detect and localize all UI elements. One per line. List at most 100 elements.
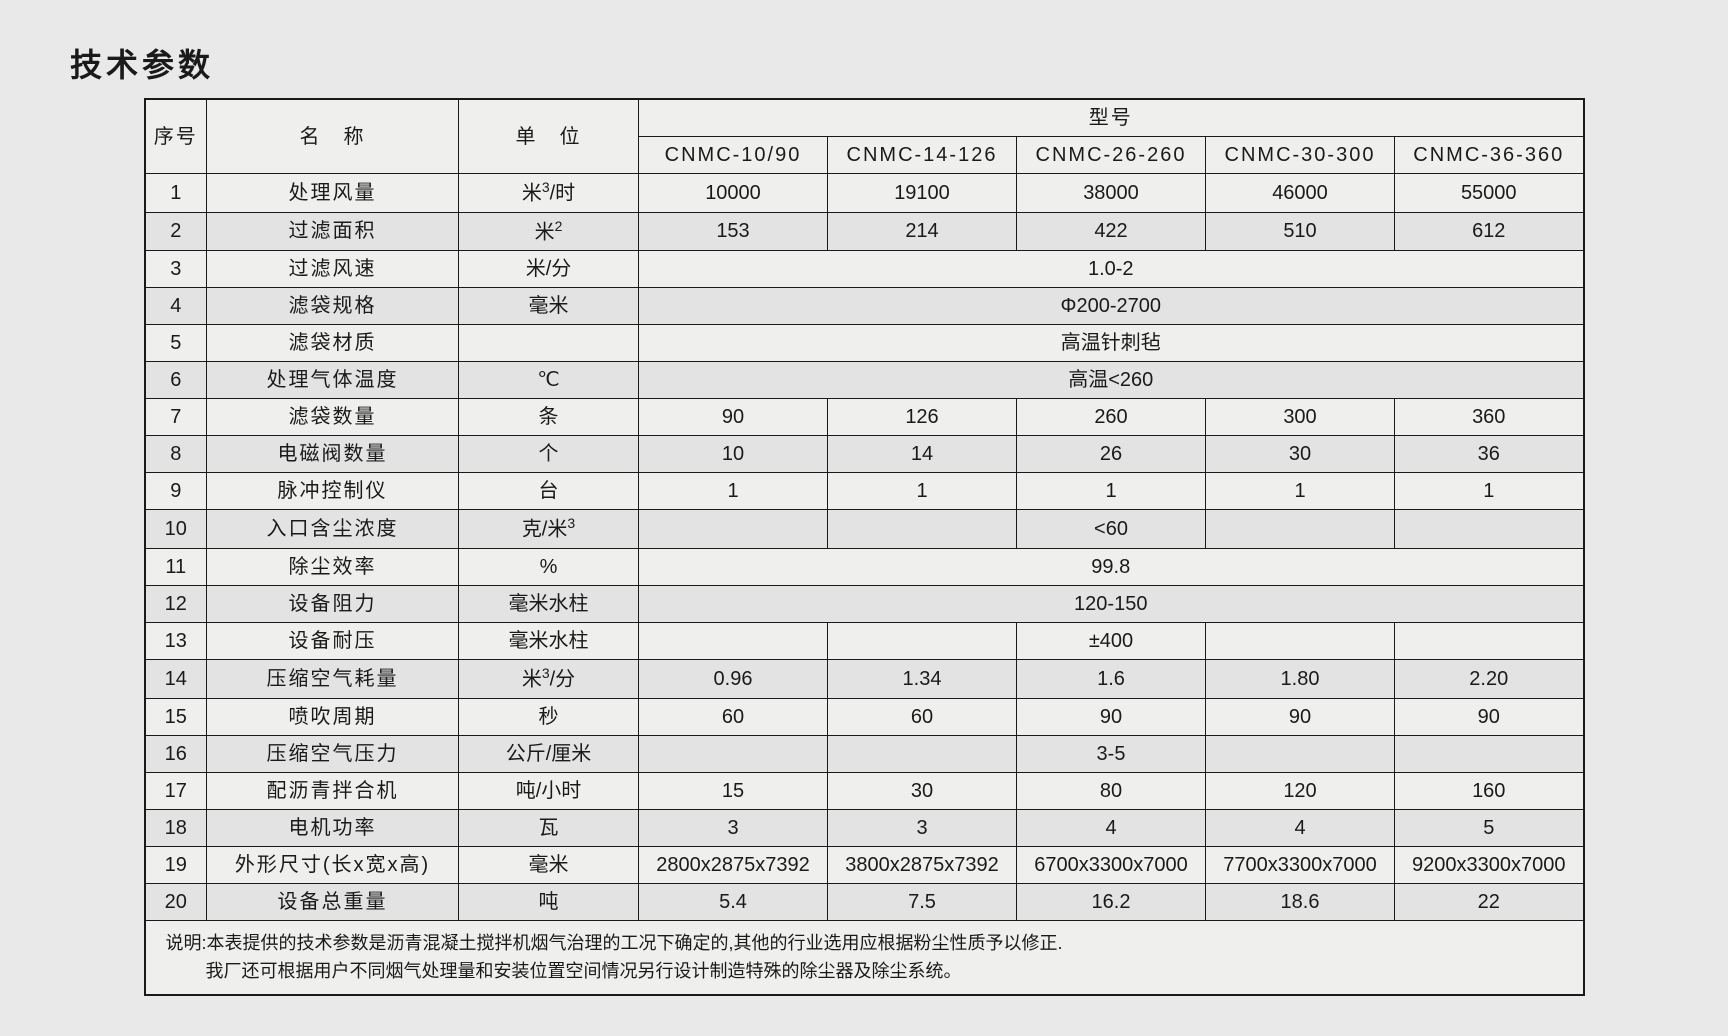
- cell-unit: ℃: [459, 362, 639, 399]
- cell-name: 滤袋规格: [207, 288, 459, 325]
- cell-name: 处理风量: [207, 174, 459, 213]
- cell-sn: 4: [145, 288, 207, 325]
- cell-value: 1.80: [1206, 659, 1395, 698]
- cell-value: 15: [639, 772, 828, 809]
- table-row: 20设备总重量吨5.47.516.218.622: [145, 883, 1584, 920]
- cell-value: 26: [1017, 436, 1206, 473]
- cell-value: 7.5: [828, 883, 1017, 920]
- cell-name: 电机功率: [207, 809, 459, 846]
- cell-sn: 14: [145, 659, 207, 698]
- table-row: 1处理风量米3/时1000019100380004600055000: [145, 174, 1584, 213]
- cell-value: 1: [639, 473, 828, 510]
- cell-name: 外形尺寸(长x宽x高): [207, 846, 459, 883]
- table-row: 14压缩空气耗量米3/分0.961.341.61.802.20: [145, 659, 1584, 698]
- cell-value: 160: [1395, 772, 1584, 809]
- cell-sn: 13: [145, 622, 207, 659]
- cell-unit: 吨: [459, 883, 639, 920]
- cell-value: 55000: [1395, 174, 1584, 213]
- table-row: 6处理气体温度℃高温<260: [145, 362, 1584, 399]
- cell-value: [828, 510, 1017, 549]
- cell-value: 5.4: [639, 883, 828, 920]
- cell-value: 300: [1206, 399, 1395, 436]
- cell-value: [1395, 735, 1584, 772]
- cell-value: [639, 510, 828, 549]
- cell-value: 4: [1206, 809, 1395, 846]
- cell-value: 10000: [639, 174, 828, 213]
- cell-unit: 毫米: [459, 846, 639, 883]
- cell-value: [1206, 510, 1395, 549]
- cell-sn: 8: [145, 436, 207, 473]
- cell-value: [828, 622, 1017, 659]
- cell-value: 38000: [1017, 174, 1206, 213]
- table-row: 16压缩空气压力公斤/厘米3-5: [145, 735, 1584, 772]
- cell-value: 90: [1017, 698, 1206, 735]
- cell-value: [1395, 622, 1584, 659]
- cell-name: 处理气体温度: [207, 362, 459, 399]
- cell-name: 滤袋数量: [207, 399, 459, 436]
- cell-value: 10: [639, 436, 828, 473]
- cell-sn: 19: [145, 846, 207, 883]
- cell-name: 压缩空气压力: [207, 735, 459, 772]
- cell-value: 1: [828, 473, 1017, 510]
- table-row: 9脉冲控制仪台11111: [145, 473, 1584, 510]
- cell-value: [1206, 622, 1395, 659]
- cell-unit: 毫米水柱: [459, 585, 639, 622]
- cell-value: 1: [1395, 473, 1584, 510]
- cell-unit: 米/分: [459, 251, 639, 288]
- table-body: 1处理风量米3/时10000191003800046000550002过滤面积米…: [145, 174, 1584, 921]
- cell-unit: 个: [459, 436, 639, 473]
- cell-name: 设备总重量: [207, 883, 459, 920]
- cell-name: 设备耐压: [207, 622, 459, 659]
- cell-sn: 12: [145, 585, 207, 622]
- table-row: 10入口含尘浓度克/米3<60: [145, 510, 1584, 549]
- cell-unit: 台: [459, 473, 639, 510]
- header-model: CNMC-30-300: [1206, 137, 1395, 174]
- cell-value: [639, 622, 828, 659]
- cell-sn: 1: [145, 174, 207, 213]
- cell-value: 19100: [828, 174, 1017, 213]
- cell-unit: 瓦: [459, 809, 639, 846]
- cell-name: 入口含尘浓度: [207, 510, 459, 549]
- table-row: 3过滤风速米/分1.0-2: [145, 251, 1584, 288]
- cell-unit: [459, 325, 639, 362]
- table-row: 12设备阻力毫米水柱120-150: [145, 585, 1584, 622]
- note-line: 说明:本表提供的技术参数是沥青混凝土搅拌机烟气治理的工况下确定的,其他的行业选用…: [166, 933, 1063, 953]
- spec-table: 序号 名 称 单 位 型号 CNMC-10/90 CNMC-14-126 CNM…: [144, 98, 1585, 996]
- cell-sn: 6: [145, 362, 207, 399]
- cell-value-merged: 高温<260: [639, 362, 1584, 399]
- cell-value: 16.2: [1017, 883, 1206, 920]
- cell-value: 2.20: [1395, 659, 1584, 698]
- table-row: 15喷吹周期秒6060909090: [145, 698, 1584, 735]
- cell-name: 设备阻力: [207, 585, 459, 622]
- cell-value: 120: [1206, 772, 1395, 809]
- cell-value: 30: [828, 772, 1017, 809]
- cell-value: 60: [639, 698, 828, 735]
- header-model: CNMC-14-126: [828, 137, 1017, 174]
- cell-name: 配沥青拌合机: [207, 772, 459, 809]
- header-model-group: 型号: [639, 99, 1584, 137]
- header-unit: 单 位: [459, 99, 639, 174]
- cell-value: 3800x2875x7392: [828, 846, 1017, 883]
- cell-unit: 公斤/厘米: [459, 735, 639, 772]
- table-row: 7滤袋数量条90126260300360: [145, 399, 1584, 436]
- table-row: 13设备耐压毫米水柱±400: [145, 622, 1584, 659]
- cell-unit: 米3/时: [459, 174, 639, 213]
- cell-value: 422: [1017, 212, 1206, 251]
- cell-value: 60: [828, 698, 1017, 735]
- cell-unit: 秒: [459, 698, 639, 735]
- page-title: 技术参数: [70, 40, 1688, 86]
- table-row: 19外形尺寸(长x宽x高)毫米2800x2875x73923800x2875x7…: [145, 846, 1584, 883]
- cell-value: 360: [1395, 399, 1584, 436]
- cell-sn: 5: [145, 325, 207, 362]
- cell-value: 260: [1017, 399, 1206, 436]
- cell-sn: 2: [145, 212, 207, 251]
- cell-value: 612: [1395, 212, 1584, 251]
- table-row: 8电磁阀数量个1014263036: [145, 436, 1584, 473]
- cell-value: 126: [828, 399, 1017, 436]
- cell-value: 9200x3300x7000: [1395, 846, 1584, 883]
- cell-value: 3-5: [1017, 735, 1206, 772]
- cell-value: [1206, 735, 1395, 772]
- cell-unit: 毫米水柱: [459, 622, 639, 659]
- cell-unit: 吨/小时: [459, 772, 639, 809]
- note-line: 我厂还可根据用户不同烟气处理量和安装位置空间情况另行设计制造特殊的除尘器及除尘系…: [206, 961, 962, 981]
